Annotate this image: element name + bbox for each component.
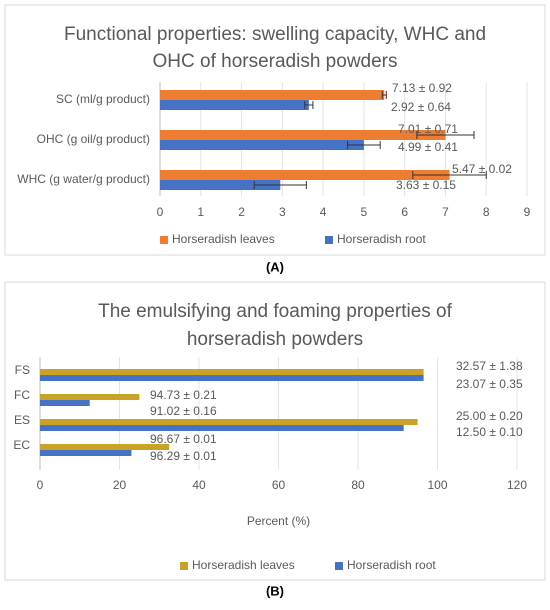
x-tick-label: 80 xyxy=(351,478,365,492)
data-label: 3.63 ± 0.15 xyxy=(396,178,456,192)
y-tick-label: FC xyxy=(14,388,30,402)
bar xyxy=(160,100,309,110)
data-label: 12.50 ± 0.10 xyxy=(456,425,523,439)
legend-label: Horseradish root xyxy=(337,232,426,246)
bar xyxy=(40,400,90,406)
x-tick-label: 4 xyxy=(320,205,327,219)
legend-swatch xyxy=(335,562,343,570)
y-tick-label: ES xyxy=(14,413,30,427)
x-tick-label: 3 xyxy=(279,205,286,219)
legend-label: Horseradish leaves xyxy=(192,558,295,572)
y-tick-label: SC (ml/g product) xyxy=(56,92,150,106)
data-label: 2.92 ± 0.64 xyxy=(391,100,451,114)
bar xyxy=(160,90,385,100)
bar xyxy=(160,140,364,150)
data-label: 91.02 ± 0.16 xyxy=(150,404,217,418)
y-tick-label: WHC (g water/g product) xyxy=(17,172,150,186)
x-tick-label: 7 xyxy=(442,205,449,219)
chart-title: OHC of horseradish powders xyxy=(153,51,398,72)
data-label: 4.99 ± 0.41 xyxy=(398,140,458,154)
data-label: 96.29 ± 0.01 xyxy=(150,449,217,463)
x-tick-label: 1 xyxy=(197,205,204,219)
x-tick-label: 5 xyxy=(361,205,368,219)
x-tick-label: 100 xyxy=(427,478,447,492)
bar xyxy=(40,450,132,456)
error-bar xyxy=(304,101,314,109)
data-label: 96.67 ± 0.01 xyxy=(150,432,217,446)
chart-title: Functional properties: swelling capacity… xyxy=(64,24,486,45)
legend-swatch xyxy=(325,236,333,244)
x-tick-label: 8 xyxy=(483,205,490,219)
data-label: 94.73 ± 0.21 xyxy=(150,388,217,402)
error-bar xyxy=(416,131,475,139)
x-tick-label: 6 xyxy=(401,205,408,219)
error-bar xyxy=(381,91,387,99)
chart-title: horseradish powders xyxy=(187,329,363,350)
legend-label: Horseradish leaves xyxy=(172,232,275,246)
panel-label: (B) xyxy=(266,583,284,598)
y-tick-label: OHC (g oil/g product) xyxy=(37,132,150,146)
legend-label: Horseradish root xyxy=(347,558,436,572)
data-label: 32.57 ± 1.38 xyxy=(456,359,523,373)
panel-label: (A) xyxy=(266,259,284,274)
bar xyxy=(40,419,418,425)
data-label: 25.00 ± 0.20 xyxy=(456,409,523,423)
data-label: 5.47 ± 0.02 xyxy=(452,162,512,176)
bar xyxy=(160,180,281,190)
bar xyxy=(40,425,404,431)
x-tick-label: 40 xyxy=(192,478,206,492)
x-axis-title: Percent (%) xyxy=(247,514,310,528)
error-bar xyxy=(347,141,381,149)
x-tick-label: 0 xyxy=(37,478,44,492)
bar xyxy=(160,170,450,180)
y-tick-label: FS xyxy=(15,363,30,377)
x-tick-label: 120 xyxy=(507,478,527,492)
bar xyxy=(40,369,424,375)
chart-title: The emulsifying and foaming properties o… xyxy=(98,301,453,322)
x-tick-label: 2 xyxy=(238,205,245,219)
bar xyxy=(40,444,170,450)
x-tick-label: 9 xyxy=(524,205,531,219)
bar xyxy=(40,375,424,381)
data-label: 7.13 ± 0.92 xyxy=(392,81,452,95)
error-bar xyxy=(253,181,307,189)
bar xyxy=(40,394,140,400)
error-bar xyxy=(412,171,487,179)
bar xyxy=(160,130,446,140)
y-tick-label: EC xyxy=(13,438,30,452)
x-tick-label: 20 xyxy=(113,478,127,492)
x-tick-label: 60 xyxy=(272,478,286,492)
x-tick-label: 0 xyxy=(157,205,164,219)
data-label: 7.01 ± 0.71 xyxy=(398,122,458,136)
legend-swatch xyxy=(160,236,168,244)
data-label: 23.07 ± 0.35 xyxy=(456,377,523,391)
legend-swatch xyxy=(180,562,188,570)
